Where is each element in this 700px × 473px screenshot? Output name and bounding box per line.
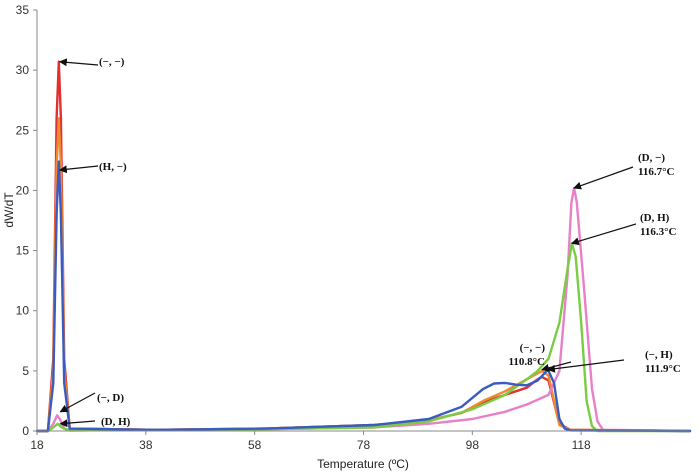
annotation-arrow-7 <box>546 359 625 373</box>
annotations: (−, −) (H, −) (−, D) (D, H) (D, −) 116.7°C (D,… <box>58 56 681 428</box>
annotation-label-0: (−, −) <box>99 56 125 68</box>
annotation-arrow-5 <box>570 223 637 246</box>
x-axis-title: Temperature (ºC) <box>317 457 409 471</box>
y-tick-label-1: 5 <box>22 364 29 378</box>
x-tick-label-0: 18 <box>30 438 44 452</box>
annotation-label-2: (−, D) <box>97 392 124 404</box>
y-tick-label-4: 20 <box>16 183 30 197</box>
series-line-3 <box>35 242 692 433</box>
annotation-arrow-2 <box>59 392 96 413</box>
series-line-4 <box>35 160 692 433</box>
y-axis-title: dW/dT <box>2 192 16 228</box>
annotation-arrow-1 <box>58 165 99 174</box>
annotation-temp-5: 116.3°C <box>640 226 677 238</box>
annotation-temp-6: 110.8°C <box>509 356 546 368</box>
tick-marks <box>33 9 582 435</box>
annotation-arrow-4 <box>573 166 634 190</box>
annotation-label-1: (H, −) <box>99 161 127 173</box>
y-tick-label-2: 10 <box>16 304 30 318</box>
y-tick-label-0: 0 <box>22 424 29 438</box>
annotation-temp-4: 116.7°C <box>638 166 675 178</box>
annotation-label-4: (D, −) <box>638 152 665 164</box>
annotation-arrow-3 <box>59 419 96 428</box>
series-line-2 <box>35 186 692 433</box>
annotation-label-3: (D, H) <box>101 416 131 428</box>
tick-labels: 18 38 58 78 98 118 0 5 10 15 20 25 30 35 <box>16 3 591 452</box>
annotation-label-5: (D, H) <box>640 212 670 224</box>
x-tick-label-4: 98 <box>466 438 480 452</box>
annotation-label-6: (−, −) <box>520 342 546 354</box>
annotation-label-7: (−, H) <box>645 349 673 361</box>
x-tick-label-1: 38 <box>139 438 153 452</box>
y-tick-label-3: 15 <box>16 244 30 258</box>
axes <box>36 10 690 432</box>
annotation-temp-7: 111.9°C <box>645 363 681 375</box>
plot-lines <box>35 60 692 433</box>
y-tick-label-5: 25 <box>16 123 30 137</box>
y-tick-label-6: 30 <box>16 63 30 77</box>
annotation-arrow-0 <box>58 58 99 67</box>
annotation-arrow-6 <box>541 361 572 372</box>
x-tick-label-2: 58 <box>248 438 262 452</box>
x-tick-label-5: 118 <box>572 438 591 452</box>
y-tick-label-7: 35 <box>16 3 30 17</box>
x-tick-label-3: 78 <box>357 438 371 452</box>
